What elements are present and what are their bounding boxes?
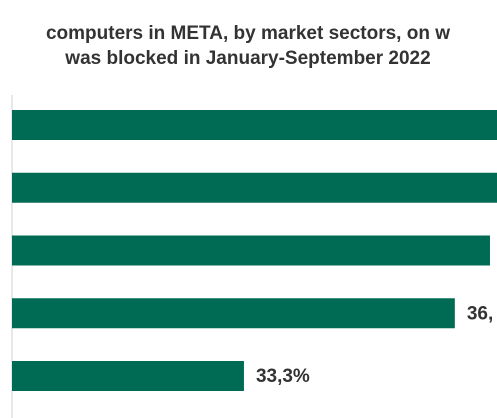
value-label: 36, [467,303,493,324]
bar [12,172,497,203]
bar [12,298,455,329]
bar [12,110,497,140]
value-label: 33,3% [256,366,310,387]
bar [12,235,490,266]
bar [12,361,244,391]
chart-title: was blocked in January-September 2022 [64,48,430,69]
chart-title: computers in META, by market sectors, on… [46,23,450,44]
